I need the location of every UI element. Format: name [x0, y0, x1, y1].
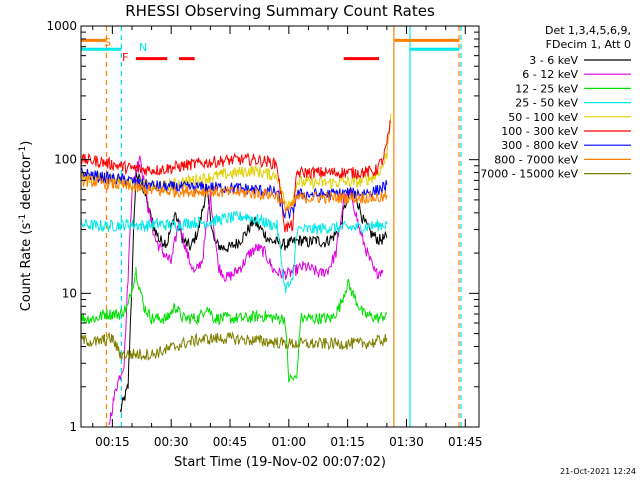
x-axis-label: Start Time (19-Nov-02 00:07:02) [174, 455, 386, 470]
axis-ticks [81, 26, 479, 428]
legend-label-3: 25 - 50 keV [515, 97, 578, 110]
y-axis-label-sup1: -1 [18, 214, 28, 223]
legend-label-2: 12 - 25 keV [515, 82, 578, 95]
y-tick-label-3: 1000 [46, 19, 77, 33]
chart-title: RHESSI Observing Summary Count Rates [125, 2, 435, 20]
x-tick-label-1: 00:30 [154, 435, 189, 449]
y-axis-label-mid: detector [19, 154, 34, 214]
series-line-8 [81, 331, 388, 361]
x-tick-label-0: 00:15 [95, 435, 130, 449]
y-axis-label-main: Count Rate (s [19, 223, 34, 312]
legend-label-6: 300 - 800 keV [501, 139, 578, 152]
x-tick-label-3: 01:00 [272, 435, 307, 449]
legend-label-4: 50 - 100 keV [508, 111, 578, 124]
x-tick-label-2: 00:45 [213, 435, 248, 449]
series-line-1 [108, 155, 384, 426]
series-lines [81, 113, 392, 426]
y-axis-label: Count Rate (s-1 detector-1) [18, 141, 34, 312]
x-tick-labels: 00:15 00:30 00:45 01:00 01:15 01:30 01:45 [95, 435, 483, 449]
series-line-4 [81, 113, 392, 208]
flag-label-s: S [104, 36, 111, 49]
flag-label-n: N [139, 41, 147, 54]
series-line-0 [119, 169, 388, 414]
footer-timestamp: 21-Oct-2021 12:24 [560, 467, 636, 476]
x-tick-label-6: 01:45 [448, 435, 483, 449]
plot-area [81, 26, 462, 427]
plot-frame [80, 25, 480, 428]
series-line-2 [81, 266, 388, 384]
legend-label-7: 800 - 7000 keV [494, 153, 578, 166]
flag-bars [81, 38, 460, 61]
y-tick-labels: 1 10 100 1000 [46, 19, 77, 434]
legend-label-0: 3 - 6 keV [529, 54, 578, 67]
flag-label-f: F [122, 51, 128, 64]
y-axis-label-sup2: -1 [18, 146, 28, 155]
y-tick-label-2: 100 [54, 153, 77, 167]
legend-label-8: 7000 - 15000 keV [480, 168, 578, 181]
x-tick-label-4: 01:15 [330, 435, 365, 449]
x-tick-label-5: 01:30 [389, 435, 424, 449]
y-tick-label-1: 10 [62, 286, 77, 300]
y-axis-label-end: ) [19, 141, 34, 146]
legend: Det 1,3,4,5,6,9, FDecim 1, Att 0 3 - 6 k… [480, 24, 631, 181]
series-line-5 [81, 119, 392, 233]
legend-header-line2: FDecim 1, Att 0 [546, 38, 631, 51]
series-line-7 [81, 173, 388, 214]
vertical-marker-lines [105, 26, 462, 427]
legend-label-5: 100 - 300 keV [501, 125, 578, 138]
legend-label-1: 6 - 12 keV [522, 68, 578, 81]
y-tick-label-0: 1 [69, 420, 77, 434]
series-line-6 [81, 167, 388, 220]
legend-header-line1: Det 1,3,4,5,6,9, [545, 24, 631, 37]
series-line-3 [81, 209, 388, 293]
